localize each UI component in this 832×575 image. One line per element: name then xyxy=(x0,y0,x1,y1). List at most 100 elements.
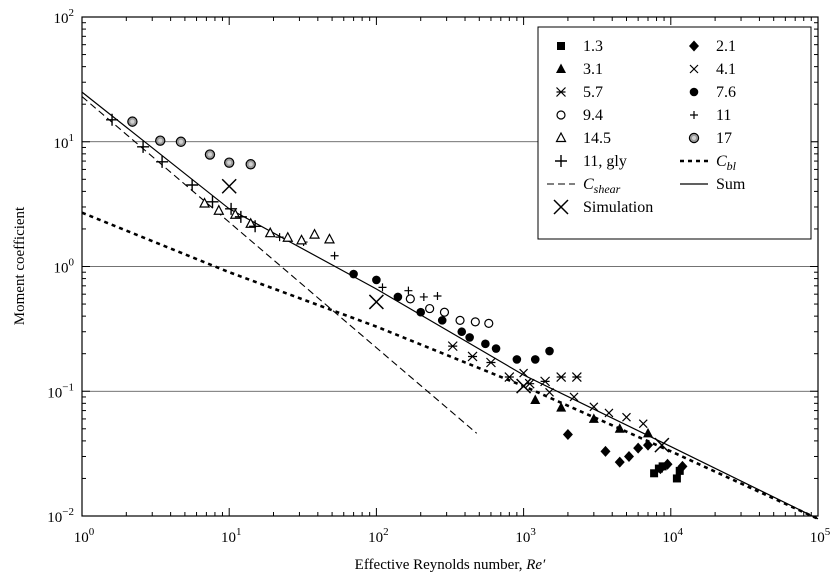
point-4-1-2 xyxy=(569,392,579,402)
tick-exponent: 0 xyxy=(69,257,75,269)
legend-label-2-1: 2.1 xyxy=(716,38,736,55)
tick-base: 10 xyxy=(54,11,69,27)
point-11-3 xyxy=(378,283,387,292)
y-tick-label: 10−2 xyxy=(47,506,74,526)
point-2-1-7 xyxy=(662,458,673,470)
legend-label-11-gly: 11, gly xyxy=(583,153,627,170)
point-14-5-3 xyxy=(245,217,257,228)
point-14-5-7 xyxy=(309,228,321,239)
point-2-1-4 xyxy=(633,442,644,454)
point-11-gly-1 xyxy=(137,140,150,153)
point-7-6-5 xyxy=(457,327,467,337)
point-9-4-0 xyxy=(405,294,415,304)
point-3-1-4 xyxy=(642,427,653,438)
tick-exponent: 3 xyxy=(530,526,536,538)
legend-symbol-14-5 xyxy=(555,131,567,143)
tick-exponent: 0 xyxy=(89,526,95,538)
y-tick-label: 100 xyxy=(54,257,75,277)
legend-symbol-1-3 xyxy=(557,42,565,50)
y-tick-label: 102 xyxy=(54,7,75,27)
point-17-5 xyxy=(245,159,256,170)
y-tick-label: 101 xyxy=(54,132,75,152)
legend-box xyxy=(537,26,812,240)
point-11-gly-0 xyxy=(106,113,119,126)
legend-label-subscript: bl xyxy=(727,159,737,173)
point-2-1-2 xyxy=(614,456,625,468)
point-14-5-5 xyxy=(282,231,294,242)
point-7-6-8 xyxy=(491,344,501,353)
legend-label-11: 11 xyxy=(716,107,731,124)
point-11-4 xyxy=(404,286,413,295)
point-11-gly-4 xyxy=(206,195,219,208)
point-3-1-3 xyxy=(614,423,625,433)
point-2-1-1 xyxy=(600,445,611,457)
x-axis-label: Effective Reynolds number, Re′ xyxy=(355,557,546,573)
point-5-7-2 xyxy=(486,357,496,368)
point-4-1-3 xyxy=(589,402,599,412)
tick-exponent: 2 xyxy=(383,526,389,538)
legend-label-5-7: 5.7 xyxy=(583,84,603,101)
y-axis-label: Moment coefficient xyxy=(12,206,28,325)
tick-exponent: 2 xyxy=(69,7,75,19)
point-17-2 xyxy=(175,136,187,147)
point-7-6-6 xyxy=(465,333,474,342)
tick-exponent: 1 xyxy=(236,526,242,538)
legend-label-cbl: Cbl xyxy=(716,153,737,173)
point-simulation-1 xyxy=(368,294,384,310)
point-5-7-1 xyxy=(467,351,478,362)
point-11-gly-2 xyxy=(156,155,169,168)
data-markers xyxy=(106,113,688,483)
legend-label-17: 17 xyxy=(716,130,732,147)
tick-base: 10 xyxy=(74,530,89,546)
point-7-6-7 xyxy=(481,339,490,349)
point-7-6-9 xyxy=(512,355,522,364)
legend-label-subscript: shear xyxy=(594,182,621,196)
point-11-gly-3 xyxy=(186,179,199,192)
point-2-1-3 xyxy=(623,450,634,462)
point-14-5-2 xyxy=(229,208,241,219)
y-tick-label: 10−1 xyxy=(47,381,74,401)
legend-label-main: Sum xyxy=(716,176,746,193)
point-7-6-0 xyxy=(349,269,358,279)
tick-base: 10 xyxy=(221,530,236,546)
legend-label-cshear: Cshear xyxy=(583,176,621,196)
curve-sum xyxy=(81,91,819,520)
curve-cbl xyxy=(81,211,819,520)
point-2-1-6 xyxy=(655,463,666,475)
point-11-0 xyxy=(275,233,284,242)
point-7-6-2 xyxy=(393,292,403,302)
model-curves xyxy=(81,91,819,520)
x-tick-label: 103 xyxy=(515,526,536,546)
point-9-4-2 xyxy=(439,307,450,317)
point-7-6-10 xyxy=(530,355,540,364)
point-17-0 xyxy=(127,116,138,127)
tick-base: 10 xyxy=(47,385,62,401)
point-14-5-6 xyxy=(296,234,308,245)
legend-label-14-5: 14.5 xyxy=(583,130,611,147)
x-tick-label: 101 xyxy=(221,526,242,546)
point-17-1 xyxy=(155,135,166,146)
point-11-2 xyxy=(330,251,339,260)
tick-exponent: −2 xyxy=(62,506,74,518)
point-1-3-4 xyxy=(675,466,684,475)
point-9-4-1 xyxy=(425,303,435,314)
legend-symbol-7-6 xyxy=(689,87,699,97)
legend-label-sum: Sum xyxy=(716,176,746,193)
tick-exponent: 5 xyxy=(825,526,831,538)
legend-symbol-simulation xyxy=(553,199,569,215)
point-7-6-4 xyxy=(437,316,447,325)
point-5-7-6 xyxy=(556,372,567,382)
point-2-1-8 xyxy=(677,460,688,472)
legend-symbol-17 xyxy=(688,132,700,144)
x-tick-label: 102 xyxy=(368,526,389,546)
legend-label-9-4: 9.4 xyxy=(583,107,603,124)
legend-label-4-1: 4.1 xyxy=(716,61,736,78)
tick-base: 10 xyxy=(368,530,383,546)
point-17-3 xyxy=(204,149,216,160)
x-tick-label: 105 xyxy=(810,526,831,546)
x-tick-label: 100 xyxy=(74,526,95,546)
legend-label-3-1: 3.1 xyxy=(583,61,603,78)
x-axis-label-variable: Re′ xyxy=(525,557,546,573)
tick-exponent: 1 xyxy=(69,132,75,144)
point-9-4-5 xyxy=(484,318,494,328)
